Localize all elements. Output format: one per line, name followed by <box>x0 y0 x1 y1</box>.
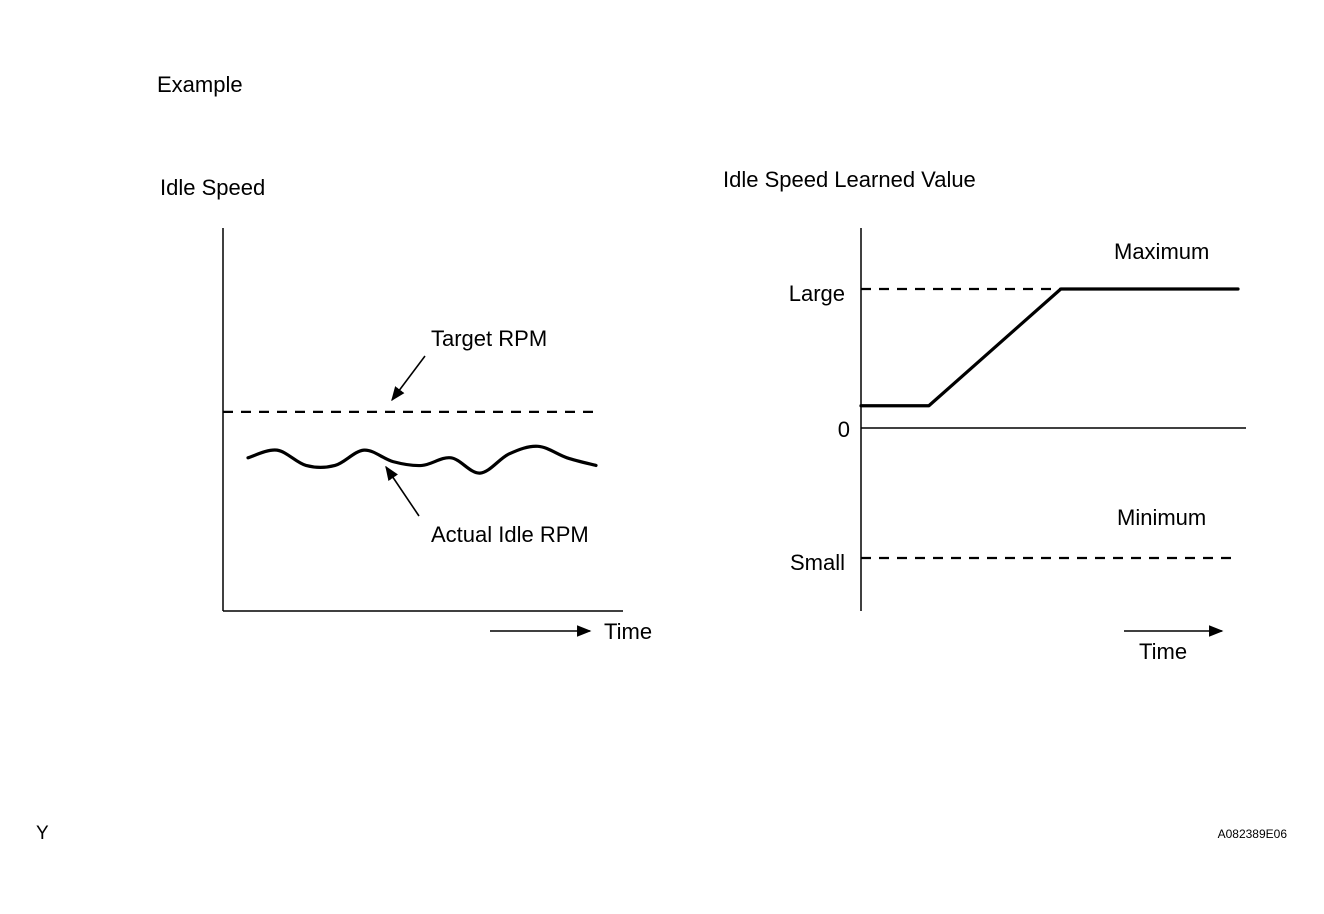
maximum-label: Maximum <box>1114 239 1209 264</box>
chart-title-idle-speed: Idle Speed <box>160 175 265 200</box>
actual-idle-rpm-label: Actual Idle RPM <box>431 522 589 547</box>
chart-title-learned-value: Idle Speed Learned Value <box>723 167 976 192</box>
page-heading: Example <box>157 72 243 97</box>
y-tick-zero: 0 <box>838 417 850 442</box>
idle-speed-chart: Idle Speed Target RPM Actual Idle RPM Ti… <box>160 175 652 644</box>
actual-idle-rpm-line <box>246 444 598 475</box>
minimum-label: Minimum <box>1117 505 1206 530</box>
y-tick-large: Large <box>789 281 845 306</box>
y-tick-small: Small <box>790 550 845 575</box>
corner-mark: Y <box>36 823 49 844</box>
target-rpm-arrow <box>391 355 426 402</box>
figure-id: A082389E06 <box>1218 827 1288 841</box>
x-axis-label-time: Time <box>1139 639 1187 664</box>
actual-idle-rpm-arrow <box>385 465 420 517</box>
learned-value-line <box>859 287 1240 408</box>
target-rpm-label: Target RPM <box>431 326 547 351</box>
learned-value-chart: Idle Speed Learned Value Large 0 Small M… <box>723 167 1246 664</box>
x-axis-label-time: Time <box>604 619 652 644</box>
